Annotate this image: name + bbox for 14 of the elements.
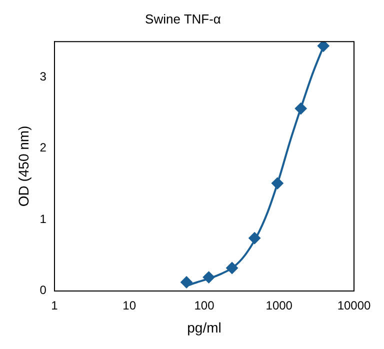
x-axis-title: pg/ml bbox=[187, 319, 222, 336]
x-tick-label: 1000 bbox=[266, 298, 293, 312]
chart-title: Swine TNF-α bbox=[145, 11, 222, 26]
point bbox=[317, 42, 330, 52]
y-tick-label: 2 bbox=[40, 140, 47, 155]
y-axis-title: OD (450 nm) bbox=[15, 126, 32, 207]
x-tick-label: 10 bbox=[122, 298, 136, 312]
x-tick-label: 10000 bbox=[337, 298, 372, 312]
y-tick-label: 1 bbox=[40, 212, 47, 226]
point bbox=[180, 276, 193, 288]
x-tick-label: 100 bbox=[194, 298, 215, 312]
x-tick-label: 1 bbox=[51, 298, 58, 312]
y-tick-label: 3 bbox=[40, 70, 47, 84]
y-tick-label: 0 bbox=[40, 283, 47, 298]
